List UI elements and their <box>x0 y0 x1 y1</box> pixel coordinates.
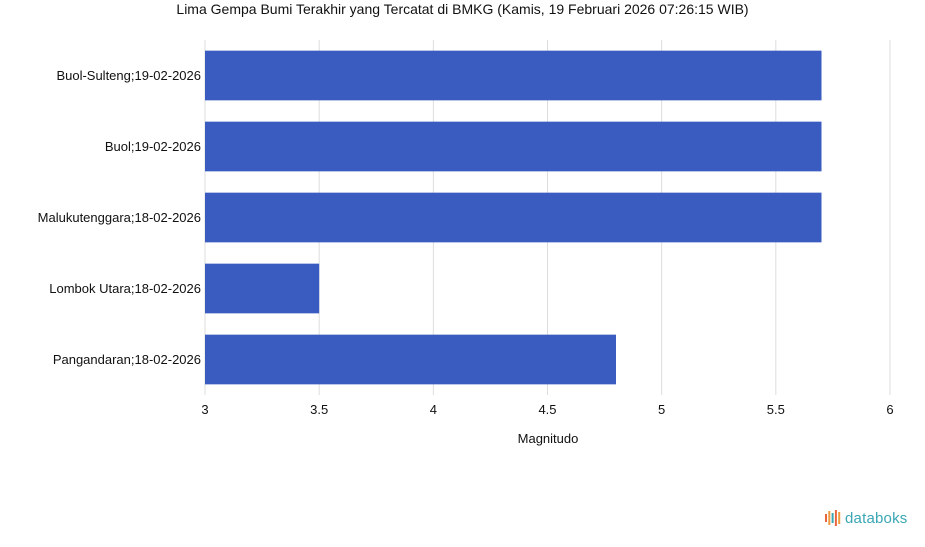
category-label: Buol-Sulteng;19-02-2026 <box>56 68 201 83</box>
x-tick-label: 5.5 <box>767 402 785 417</box>
logo-bar <box>838 512 841 524</box>
x-tick-label: 4.5 <box>538 402 556 417</box>
category-label: Pangandaran;18-02-2026 <box>53 352 201 367</box>
category-labels: Buol-Sulteng;19-02-2026 Buol;19-02-2026 Ma… <box>38 68 201 367</box>
category-label: Malukutenggara;18-02-2026 <box>38 210 201 225</box>
x-tick-label: 3.5 <box>310 402 328 417</box>
logo-bar <box>828 511 831 525</box>
x-tick-label: 3 <box>201 402 208 417</box>
bars <box>205 50 822 385</box>
databoks-logo-icon <box>825 510 841 526</box>
bar <box>205 192 822 243</box>
category-label: Buol;19-02-2026 <box>105 139 201 154</box>
bar <box>205 121 822 172</box>
chart-title: Lima Gempa Bumi Terakhir yang Tercatat d… <box>176 1 749 17</box>
x-axis-title: Magnitudo <box>518 431 579 446</box>
bar <box>205 50 822 101</box>
logo-bar <box>834 510 837 526</box>
databoks-logo: databoks <box>824 508 907 528</box>
x-tick-label: 4 <box>430 402 437 417</box>
brand-name: databoks <box>845 509 908 527</box>
x-tick-labels: 3 3.5 4 4.5 5 5.5 6 <box>201 402 893 417</box>
x-tick-label: 6 <box>886 402 893 417</box>
bar <box>205 263 320 314</box>
logo-bar <box>831 513 834 523</box>
logo-bar <box>825 514 827 522</box>
bar <box>205 334 616 385</box>
x-tick-label: 5 <box>658 402 665 417</box>
category-label: Lombok Utara;18-02-2026 <box>49 281 201 296</box>
